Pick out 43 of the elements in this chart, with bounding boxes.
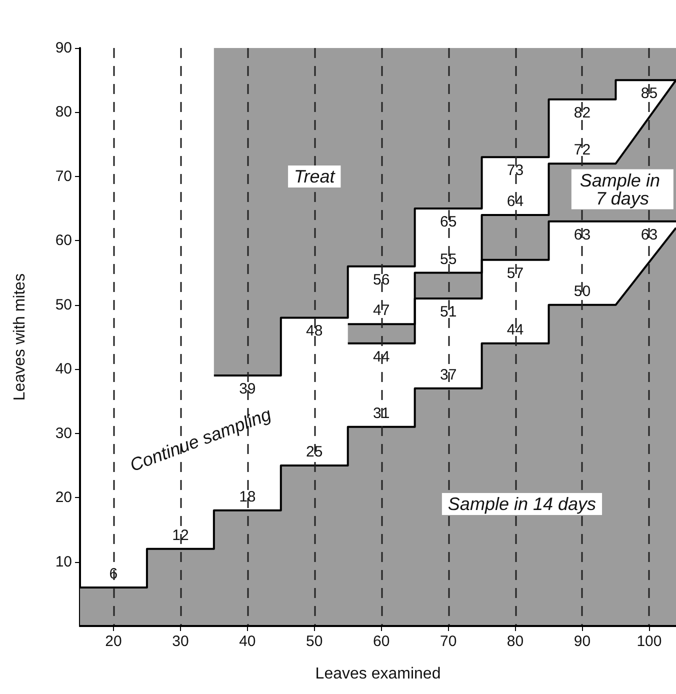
y-axis-title: Leaves with mites [12, 273, 28, 401]
data-label: 64 [506, 192, 524, 210]
x-tick-label: 50 [306, 633, 323, 650]
data-label: 44 [506, 321, 524, 338]
data-label: 73 [506, 162, 524, 180]
data-label: 72 [574, 142, 591, 159]
x-tick-label: 40 [239, 633, 256, 650]
data-label: 18 [239, 488, 256, 506]
data-label: 51 [440, 303, 457, 320]
data-label: 39 [239, 380, 256, 398]
data-label: 63 [574, 226, 591, 244]
data-label: 85 [640, 85, 658, 102]
y-tick-label: 70 [55, 168, 72, 185]
annotation: Treat [294, 166, 336, 186]
data-label: 50 [574, 282, 591, 300]
data-label: 57 [506, 264, 524, 282]
x-tick-label: 60 [373, 633, 390, 650]
data-label: 48 [306, 322, 323, 340]
y-tick-label: 30 [55, 424, 72, 442]
y-tick-label: 60 [55, 232, 72, 250]
annotation: Sample in 7 days [580, 170, 665, 208]
data-label: 56 [373, 271, 390, 288]
data-label: 65 [440, 214, 457, 231]
data-label: 55 [440, 250, 457, 268]
data-label: 25 [306, 443, 323, 460]
annotation: Sample in 14 days [448, 494, 596, 514]
x-tick-label: 70 [440, 633, 457, 650]
x-tick-label: 30 [172, 633, 189, 650]
y-tick-label: 50 [55, 296, 72, 314]
x-tick-label: 20 [105, 633, 122, 650]
y-tick-label: 10 [55, 553, 72, 570]
y-tick-label: 40 [55, 360, 72, 378]
data-label: 12 [172, 526, 189, 544]
x-tick-label: 80 [506, 633, 524, 650]
y-tick-label: 20 [55, 489, 72, 506]
data-label: 63 [640, 226, 658, 244]
data-label: 82 [574, 104, 591, 122]
y-tick-label: 80 [55, 104, 72, 121]
x-tick-label: 100 [636, 633, 662, 650]
y-tick-label: 90 [55, 40, 72, 56]
data-label: 47 [373, 302, 390, 320]
x-axis-title: Leaves examined [315, 666, 441, 682]
x-tick-label: 90 [574, 633, 591, 650]
